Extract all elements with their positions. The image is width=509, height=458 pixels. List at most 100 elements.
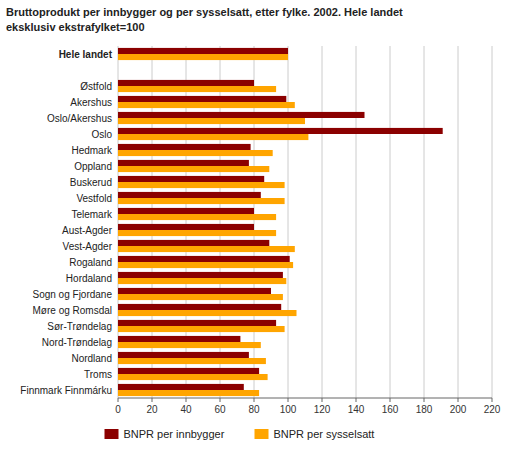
category-label: Sør-Trøndelag <box>47 321 112 332</box>
bar <box>118 96 286 102</box>
bar <box>118 374 268 380</box>
bar <box>118 112 365 118</box>
tick-label: 20 <box>146 404 158 415</box>
legend: BNPR per innbygger BNPR per sysselsatt <box>105 428 375 440</box>
tick-mark <box>322 398 323 402</box>
tick-label: 120 <box>314 404 331 415</box>
tick-mark <box>118 398 119 402</box>
tick-label: 80 <box>248 404 260 415</box>
bar <box>118 294 283 300</box>
tick-mark <box>390 398 391 402</box>
bar <box>118 198 285 204</box>
tick-label: 200 <box>450 404 467 415</box>
tick-label: 180 <box>416 404 433 415</box>
bar <box>118 166 269 172</box>
category-label: Akershus <box>70 97 112 108</box>
grid-line <box>288 46 289 398</box>
legend-label: BNPR per sysselsatt <box>274 428 375 440</box>
category-label: Sogn og Fjordane <box>32 289 112 300</box>
tick-mark <box>356 398 357 402</box>
bar <box>118 134 308 140</box>
grid-line <box>424 46 425 398</box>
grid-line <box>322 46 323 398</box>
tick-label: 140 <box>348 404 365 415</box>
bar <box>118 182 285 188</box>
bar <box>118 86 276 92</box>
category-label: Rogaland <box>69 257 112 268</box>
tick-label: 0 <box>115 404 121 415</box>
bar <box>118 246 295 252</box>
tick-mark <box>152 398 153 402</box>
bar <box>118 390 259 396</box>
tick-label: 220 <box>484 404 501 415</box>
bar <box>118 118 305 124</box>
title: Bruttoprodukt per innbygger og per sysse… <box>6 6 403 18</box>
chart: Bruttoprodukt per innbygger og per sysse… <box>0 0 509 458</box>
category-label: Oppland <box>74 161 112 172</box>
bar <box>118 272 283 278</box>
bar <box>118 80 254 86</box>
bar <box>118 256 290 262</box>
category-label: Nord-Trøndelag <box>42 337 112 348</box>
grid-line <box>458 46 459 398</box>
category-label: Vest-Agder <box>63 241 113 252</box>
grid-line <box>492 46 493 398</box>
bar <box>118 358 266 364</box>
x-axis <box>118 398 492 399</box>
tick-label: 40 <box>180 404 192 415</box>
bar <box>118 352 249 358</box>
bar <box>118 160 249 166</box>
bar <box>118 102 295 108</box>
bar <box>118 368 259 374</box>
chart-container: Bruttoprodukt per innbygger og per sysse… <box>0 0 509 458</box>
tick-label: 160 <box>382 404 399 415</box>
bar <box>118 208 254 214</box>
bar <box>118 310 297 316</box>
tick-mark <box>254 398 255 402</box>
grid-line <box>390 46 391 398</box>
bar <box>118 304 281 310</box>
tick-mark <box>458 398 459 402</box>
category-label: Oslo/Akershus <box>47 113 112 124</box>
tick-mark <box>424 398 425 402</box>
category-label: Nordland <box>71 353 112 364</box>
category-label: Hele landet <box>59 49 113 60</box>
category-label: Finnmark Finnmárku <box>20 385 112 396</box>
bars <box>118 48 443 396</box>
bar <box>118 342 261 348</box>
bar <box>118 54 288 60</box>
bar <box>118 230 276 236</box>
bar <box>118 192 261 198</box>
tick-label: 60 <box>214 404 226 415</box>
grid-line <box>356 46 357 398</box>
bar <box>118 278 286 284</box>
bar <box>118 224 254 230</box>
bar <box>118 240 269 246</box>
bar <box>118 288 271 294</box>
tick-mark <box>492 398 493 402</box>
grid <box>118 46 492 398</box>
category-label: Telemark <box>71 209 113 220</box>
subtitle: eksklusiv ekstrafylket=100 <box>6 21 145 33</box>
bar <box>118 144 251 150</box>
tick-mark <box>288 398 289 402</box>
category-label: Hedmark <box>71 145 113 156</box>
bar <box>118 176 264 182</box>
category-label: Buskerud <box>70 177 112 188</box>
category-label: Østfold <box>80 81 112 92</box>
bar <box>118 336 240 342</box>
category-label: Aust-Agder <box>62 225 113 236</box>
bar <box>118 384 244 390</box>
category-label: Oslo <box>91 129 112 140</box>
bar <box>118 150 273 156</box>
category-label: Troms <box>84 369 112 380</box>
bar <box>118 214 276 220</box>
bar <box>118 128 443 134</box>
legend-label: BNPR per innbygger <box>124 428 225 440</box>
category-label: Vestfold <box>76 193 112 204</box>
bar <box>118 320 276 326</box>
legend-swatch <box>105 429 119 439</box>
legend-swatch <box>255 429 269 439</box>
bar <box>118 326 285 332</box>
tick-label: 100 <box>280 404 297 415</box>
